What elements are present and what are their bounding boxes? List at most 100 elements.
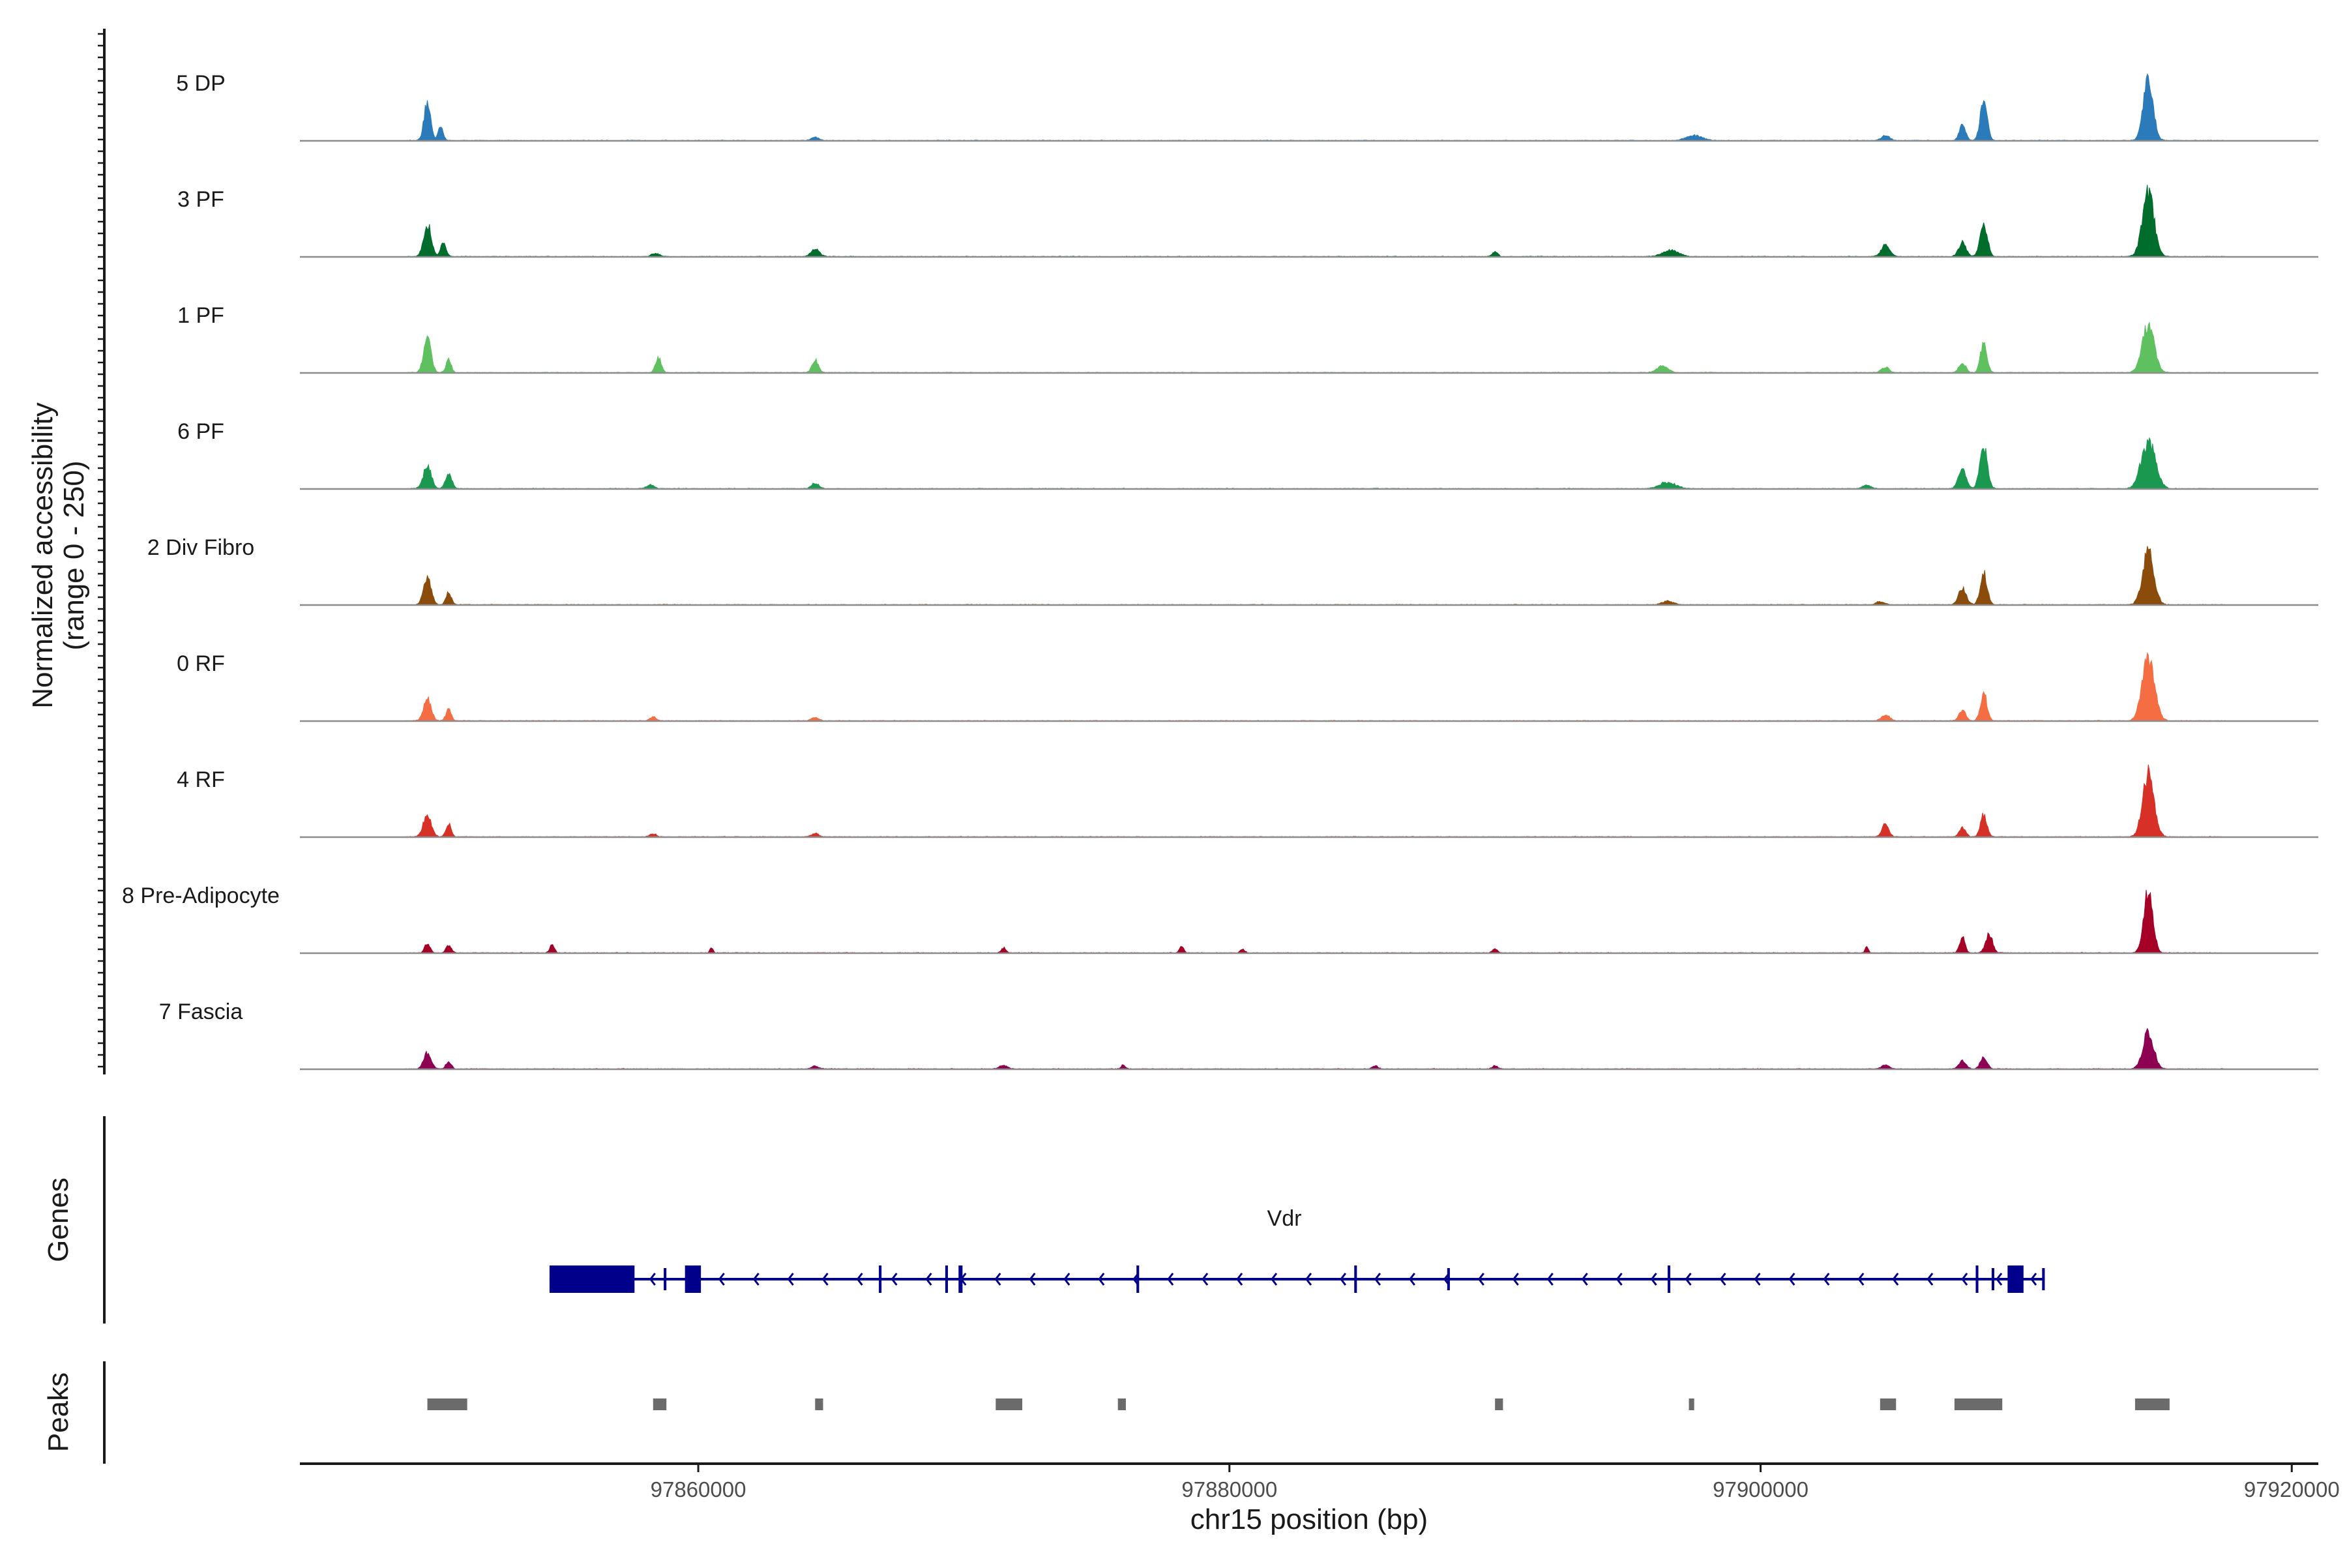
coverage-area — [406, 764, 2226, 838]
gene-exon — [1354, 1265, 1357, 1293]
strand-arrow — [1546, 1273, 1554, 1286]
strand-arrow — [1029, 1273, 1036, 1286]
x-tick-label: 97920000 — [2244, 1477, 2340, 1501]
strand-arrow — [1305, 1273, 1312, 1286]
strand-arrow — [1685, 1273, 1692, 1286]
y-axis-title: Normalized accessibility — [27, 402, 59, 708]
coverage-y-ticks — [98, 33, 104, 1068]
track-label: 7 Fascia — [159, 999, 243, 1024]
coverage-area — [406, 322, 2226, 374]
coverage-track: 8 Pre-Adipocyte — [122, 883, 2318, 954]
coverage-tracks: 5 DP 3 PF 1 PF 6 PF 2 Div Fibro 0 RF 4 RF 8 Pre… — [122, 71, 2318, 1071]
track-label: 6 PF — [177, 419, 224, 444]
strand-arrow — [718, 1273, 725, 1286]
x-axis-title: chr15 position (bp) — [1190, 1503, 1428, 1535]
gene-exon — [958, 1265, 963, 1293]
peaks-panel-title: Peaks — [42, 1372, 74, 1452]
track-label: 1 PF — [177, 303, 224, 328]
y-axis-title-line1: Normalized accessibility — [27, 402, 59, 708]
track-label: 4 RF — [177, 767, 225, 792]
strand-arrow — [856, 1273, 863, 1286]
strand-arrow — [1271, 1273, 1278, 1286]
gene-exon — [1667, 1265, 1671, 1293]
strand-arrow — [1823, 1273, 1830, 1286]
peak-region — [1495, 1398, 1503, 1410]
peak-region — [1117, 1398, 1126, 1410]
track-label: 3 PF — [177, 187, 224, 212]
strand-arrow — [1477, 1273, 1484, 1286]
strand-arrow — [1857, 1273, 1865, 1286]
peak-region — [2134, 1398, 2170, 1410]
y-axis-title-line2: (range 0 - 250) — [58, 460, 90, 650]
strand-arrow — [821, 1273, 829, 1286]
coverage-track: 7 Fascia — [159, 999, 2318, 1071]
x-tick-label: 97900000 — [1713, 1477, 1808, 1501]
strand-arrow — [787, 1273, 794, 1286]
strand-arrow — [1788, 1273, 1795, 1286]
strand-arrow — [1926, 1273, 1934, 1286]
gene-exon — [549, 1265, 635, 1293]
coverage-area — [406, 889, 2226, 954]
strand-arrow — [1339, 1273, 1347, 1286]
genes-panel-title: Genes — [42, 1177, 74, 1262]
gene-exon — [879, 1265, 882, 1293]
track-label: 8 Pre-Adipocyte — [122, 883, 280, 908]
gene-exon — [1975, 1265, 1979, 1293]
coverage-track: 2 Div Fibro — [147, 535, 2318, 606]
coverage-area — [406, 185, 2226, 258]
coverage-area — [406, 1028, 2226, 1070]
strand-arrow — [1512, 1273, 1519, 1286]
coverage-area — [406, 73, 2227, 141]
gene-label: Vdr — [1267, 1206, 1302, 1231]
gene-exon — [2042, 1268, 2045, 1290]
strand-arrow — [1167, 1273, 1174, 1286]
strand-arrow — [1202, 1273, 1209, 1286]
coverage-area — [406, 437, 2226, 490]
coverage-area — [406, 546, 2226, 606]
peak-region — [996, 1398, 1023, 1410]
strand-arrow — [1581, 1273, 1588, 1286]
coverage-track: 4 RF — [177, 764, 2318, 838]
coverage-area — [406, 652, 2226, 722]
strand-arrow — [1098, 1273, 1105, 1286]
x-axis-ticks: 97860000 97880000 97900000 97920000 — [651, 1464, 2340, 1501]
peak-region — [427, 1398, 467, 1410]
strand-arrow — [1754, 1273, 1761, 1286]
gene-exon — [1136, 1265, 1140, 1293]
strand-arrow — [891, 1273, 898, 1286]
strand-arrow — [752, 1273, 760, 1286]
peak-region — [1880, 1398, 1897, 1410]
peak-region — [1954, 1398, 2003, 1410]
track-label: 0 RF — [177, 651, 225, 676]
coverage-track: 6 PF — [177, 419, 2318, 490]
strand-arrow — [925, 1273, 932, 1286]
gene-exon — [1447, 1268, 1450, 1290]
x-tick-label: 97860000 — [651, 1477, 746, 1501]
strand-arrow — [2030, 1273, 2037, 1286]
gene-exon — [945, 1265, 948, 1293]
peaks-track — [427, 1398, 2170, 1410]
gene-exon — [685, 1265, 701, 1293]
gene-exon — [664, 1268, 667, 1290]
peak-region — [815, 1398, 823, 1410]
strand-arrow — [1650, 1273, 1657, 1286]
coverage-track: 5 DP — [176, 71, 2318, 142]
coverage-track: 0 RF — [177, 651, 2318, 722]
strand-arrow — [1063, 1273, 1070, 1286]
track-label: 2 Div Fibro — [147, 535, 254, 560]
strand-arrow — [1996, 1273, 2003, 1286]
peak-region — [653, 1398, 667, 1410]
strand-arrow — [1892, 1273, 1899, 1286]
strand-arrow — [649, 1273, 656, 1286]
strand-arrow — [1408, 1273, 1415, 1286]
coverage-track: 1 PF — [177, 303, 2318, 374]
gene-exon — [1991, 1268, 1995, 1290]
peak-region — [1689, 1398, 1694, 1410]
strand-arrow — [1719, 1273, 1726, 1286]
x-tick-label: 97880000 — [1181, 1477, 1277, 1501]
strand-arrow — [1961, 1273, 1968, 1286]
gene-exon — [2007, 1265, 2024, 1293]
strand-arrow — [1616, 1273, 1623, 1286]
